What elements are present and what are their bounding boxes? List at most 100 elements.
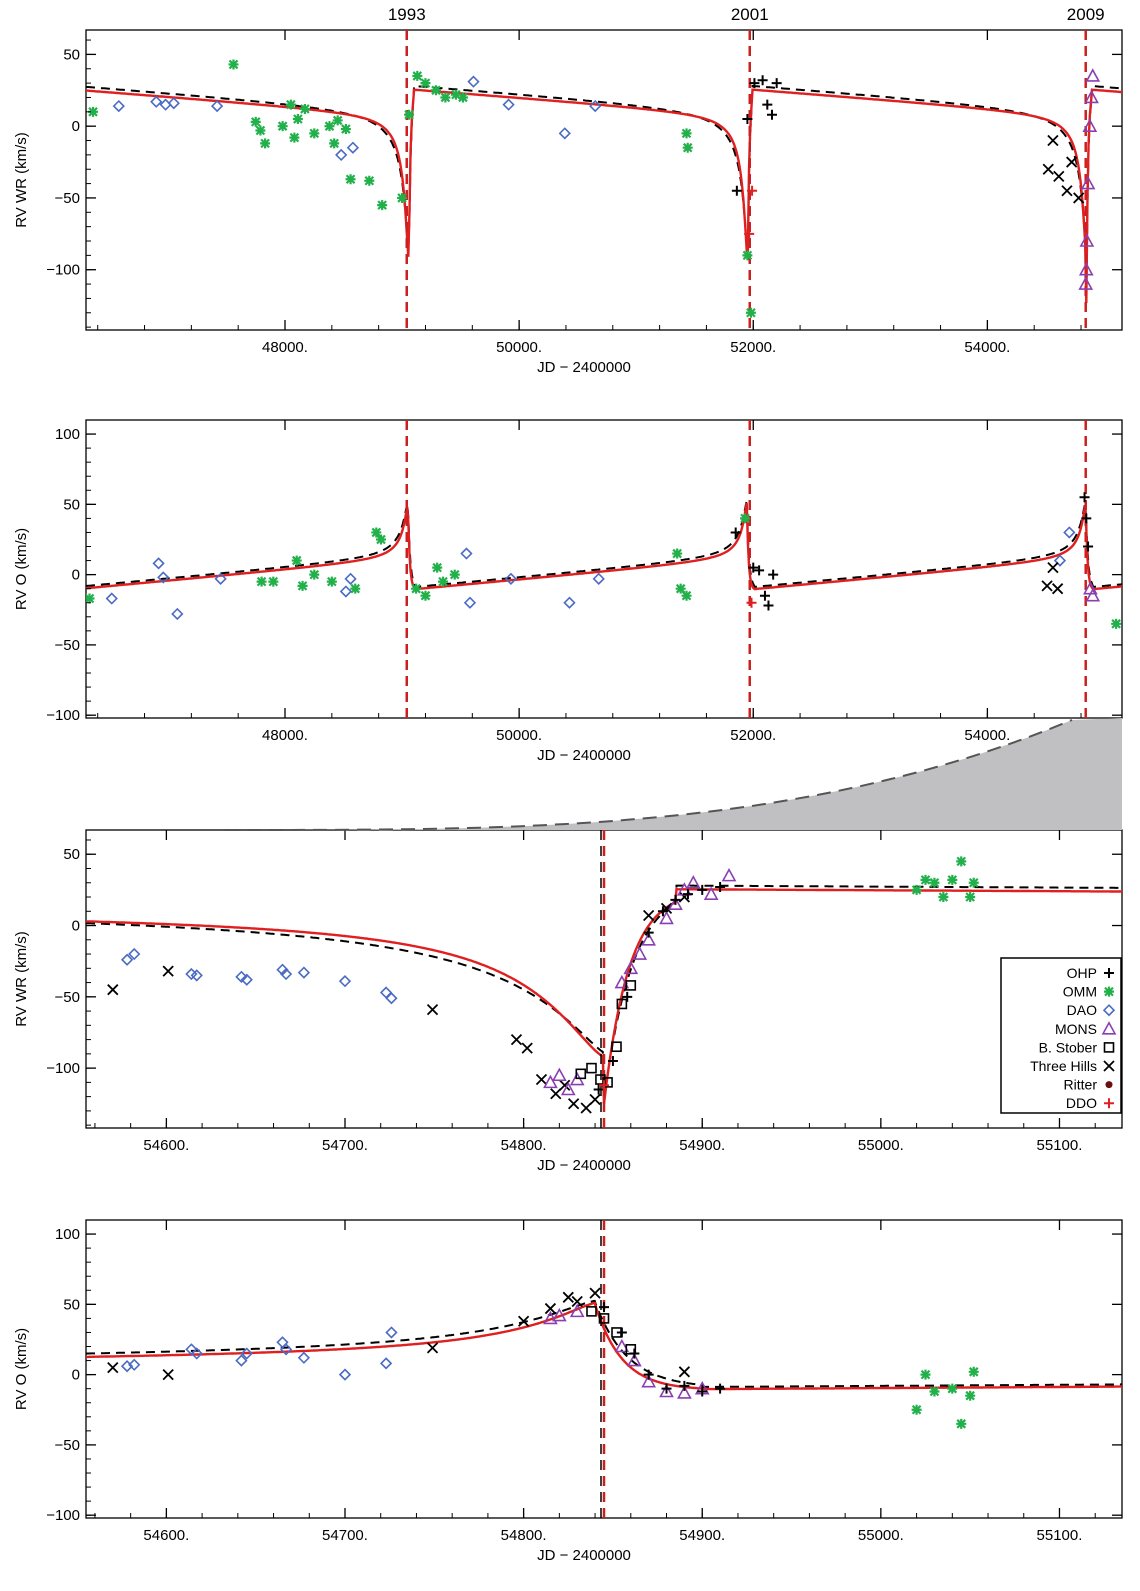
x-tick-label: 48000. (262, 339, 308, 356)
data-point (703, 886, 719, 900)
y-tick-label: −100 (46, 1507, 80, 1524)
y-tick-label: 50 (63, 846, 80, 863)
data-point (1041, 580, 1053, 592)
data-point (968, 1366, 979, 1377)
x-tick-label: 54800. (501, 1137, 547, 1154)
data-point (744, 228, 755, 239)
data-point (657, 906, 668, 917)
data-point (256, 576, 267, 587)
x-tick-label: 54600. (143, 1527, 189, 1544)
legend-marker (1103, 1060, 1115, 1072)
series-three-hills (107, 891, 691, 1114)
y-tick-label: −100 (46, 1060, 80, 1077)
model-curve-dashed (86, 84, 1122, 300)
model-curve-solid (86, 502, 1122, 591)
data-point (449, 569, 460, 580)
data-point (543, 1074, 558, 1089)
data-point (214, 572, 227, 585)
data-point (746, 597, 757, 608)
data-point (190, 969, 203, 982)
panel-2: 48000. 50000. 52000. 54000. 100 50 0 −50 −100 JD … (13, 419, 1123, 764)
data-point (120, 953, 134, 966)
data-point (567, 1098, 580, 1110)
data-point (276, 1336, 289, 1349)
x-tick-label: 54700. (322, 1137, 368, 1154)
data-point (614, 974, 630, 989)
data-point (460, 547, 473, 560)
data-point (397, 192, 408, 203)
plot-frame (85, 29, 1123, 331)
series-ohp (599, 1302, 726, 1397)
zoom-wedge (225, 718, 1122, 831)
x-tick-label: 54000. (964, 339, 1010, 356)
data-point (338, 1368, 352, 1381)
x-tick-label: 54800. (501, 1527, 547, 1544)
plot-area (86, 30, 1122, 330)
model-curve-dashed (86, 500, 1122, 588)
data-point (598, 1313, 610, 1324)
data-point (643, 1369, 654, 1380)
legend-label: DDO (1066, 1095, 1097, 1111)
series-omm (911, 1366, 979, 1429)
x-tick-label: 55100. (1037, 1137, 1083, 1154)
data-point (260, 138, 271, 149)
series-ohp (731, 75, 782, 196)
data-point (346, 141, 360, 154)
model-curve-solid (86, 88, 1122, 304)
data-point (589, 1287, 601, 1299)
year-label: 2001 (731, 5, 769, 24)
data-point (748, 562, 759, 573)
x-tick-label: 54900. (679, 1527, 725, 1544)
data-point (404, 109, 415, 120)
data-point (593, 1084, 604, 1095)
series-dao (112, 75, 602, 162)
plot-frame (85, 419, 1123, 719)
series-omm (911, 856, 979, 903)
data-point (291, 555, 302, 566)
data-point (625, 980, 637, 991)
data-point (668, 896, 683, 910)
data-point (411, 583, 422, 594)
series-dao (120, 947, 398, 1005)
y-tick-label: 100 (55, 426, 80, 443)
data-point (463, 596, 477, 609)
legend-label: Three Hills (1030, 1058, 1097, 1074)
series-ddo (744, 185, 758, 239)
data-point (438, 576, 449, 587)
series-mons (1083, 581, 1101, 602)
x-tick-label: 55100. (1037, 1527, 1083, 1544)
data-point (563, 596, 576, 609)
data-point (364, 175, 375, 186)
data-point (431, 85, 442, 96)
data-point (107, 984, 119, 996)
data-point (128, 947, 141, 961)
data-point (1081, 513, 1092, 524)
data-point (629, 1348, 640, 1359)
data-point (589, 99, 602, 113)
data-point (580, 1102, 592, 1114)
data-point (1079, 492, 1090, 503)
x-tick-label: 52000. (730, 339, 776, 356)
data-point (1080, 175, 1096, 190)
data-point (1078, 276, 1094, 290)
x-tick-label: 50000. (496, 339, 542, 356)
data-point (432, 562, 443, 573)
data-point (412, 70, 423, 81)
data-point (929, 877, 940, 888)
data-point (731, 185, 742, 196)
x-tick-label: 50000. (496, 727, 542, 744)
y-tick-label: 0 (72, 567, 80, 584)
data-point (947, 874, 958, 885)
data-point (586, 1306, 597, 1317)
data-point (595, 1074, 606, 1085)
data-point (157, 571, 170, 584)
model-curve-dashed (86, 1299, 1122, 1388)
y-axis-label: RV WR (km/s) (13, 931, 30, 1027)
data-point (571, 1295, 583, 1308)
legend-marker (1104, 1098, 1114, 1109)
data-point (762, 99, 773, 110)
data-point (504, 572, 518, 585)
data-point (575, 1068, 587, 1080)
data-point (228, 59, 239, 70)
